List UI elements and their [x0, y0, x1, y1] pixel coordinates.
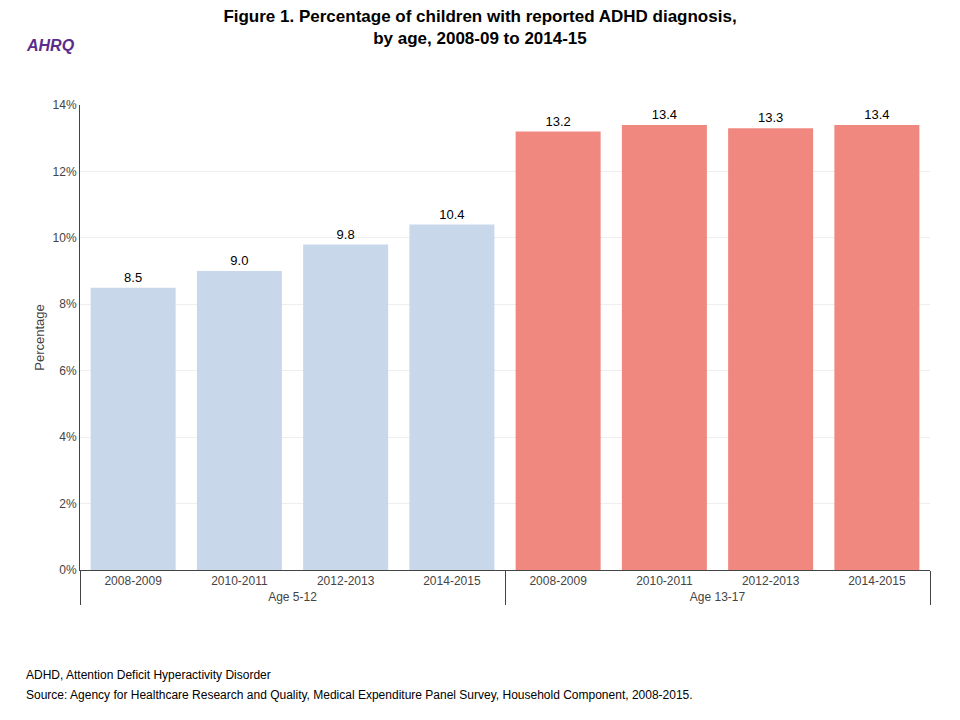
svg-text:2%: 2%: [59, 497, 77, 511]
svg-text:10%: 10%: [53, 231, 77, 245]
svg-text:Figure 1. Percentage of childr: Figure 1. Percentage of children with re…: [223, 7, 736, 48]
svg-text:Source: Agency for Healthcare: Source: Agency for Healthcare Research a…: [26, 688, 693, 702]
svg-text:8%: 8%: [59, 297, 77, 311]
svg-text:ADHD, Attention Deficit Hypera: ADHD, Attention Deficit Hyperactivity Di…: [26, 668, 271, 682]
svg-text:10.4: 10.4: [439, 207, 464, 222]
svg-text:8.5: 8.5: [124, 270, 142, 285]
svg-text:2014-2015: 2014-2015: [423, 574, 481, 588]
svg-text:14%: 14%: [53, 98, 77, 112]
svg-text:Percentage: Percentage: [32, 304, 47, 371]
svg-text:6%: 6%: [59, 364, 77, 378]
svg-text:9.8: 9.8: [337, 227, 355, 242]
svg-text:2014-2015: 2014-2015: [848, 574, 906, 588]
svg-text:2010-2011: 2010-2011: [211, 574, 268, 588]
svg-text:4%: 4%: [59, 430, 77, 444]
svg-text:13.3: 13.3: [758, 110, 783, 125]
svg-text:2008-2009: 2008-2009: [104, 574, 162, 588]
svg-text:Age 13-17: Age 13-17: [690, 590, 746, 604]
svg-text:13.4: 13.4: [652, 107, 677, 122]
svg-text:9.0: 9.0: [230, 253, 248, 268]
svg-text:0%: 0%: [59, 563, 77, 577]
svg-text:13.2: 13.2: [545, 114, 570, 129]
svg-text:2008-2009: 2008-2009: [529, 574, 587, 588]
svg-text:13.4: 13.4: [864, 107, 889, 122]
svg-text:AHRQ: AHRQ: [26, 37, 75, 54]
svg-text:12%: 12%: [53, 165, 77, 179]
svg-text:Age 5-12: Age 5-12: [268, 590, 317, 604]
svg-text:2012-2013: 2012-2013: [742, 574, 800, 588]
svg-text:2010-2011: 2010-2011: [636, 574, 693, 588]
svg-text:2012-2013: 2012-2013: [317, 574, 375, 588]
